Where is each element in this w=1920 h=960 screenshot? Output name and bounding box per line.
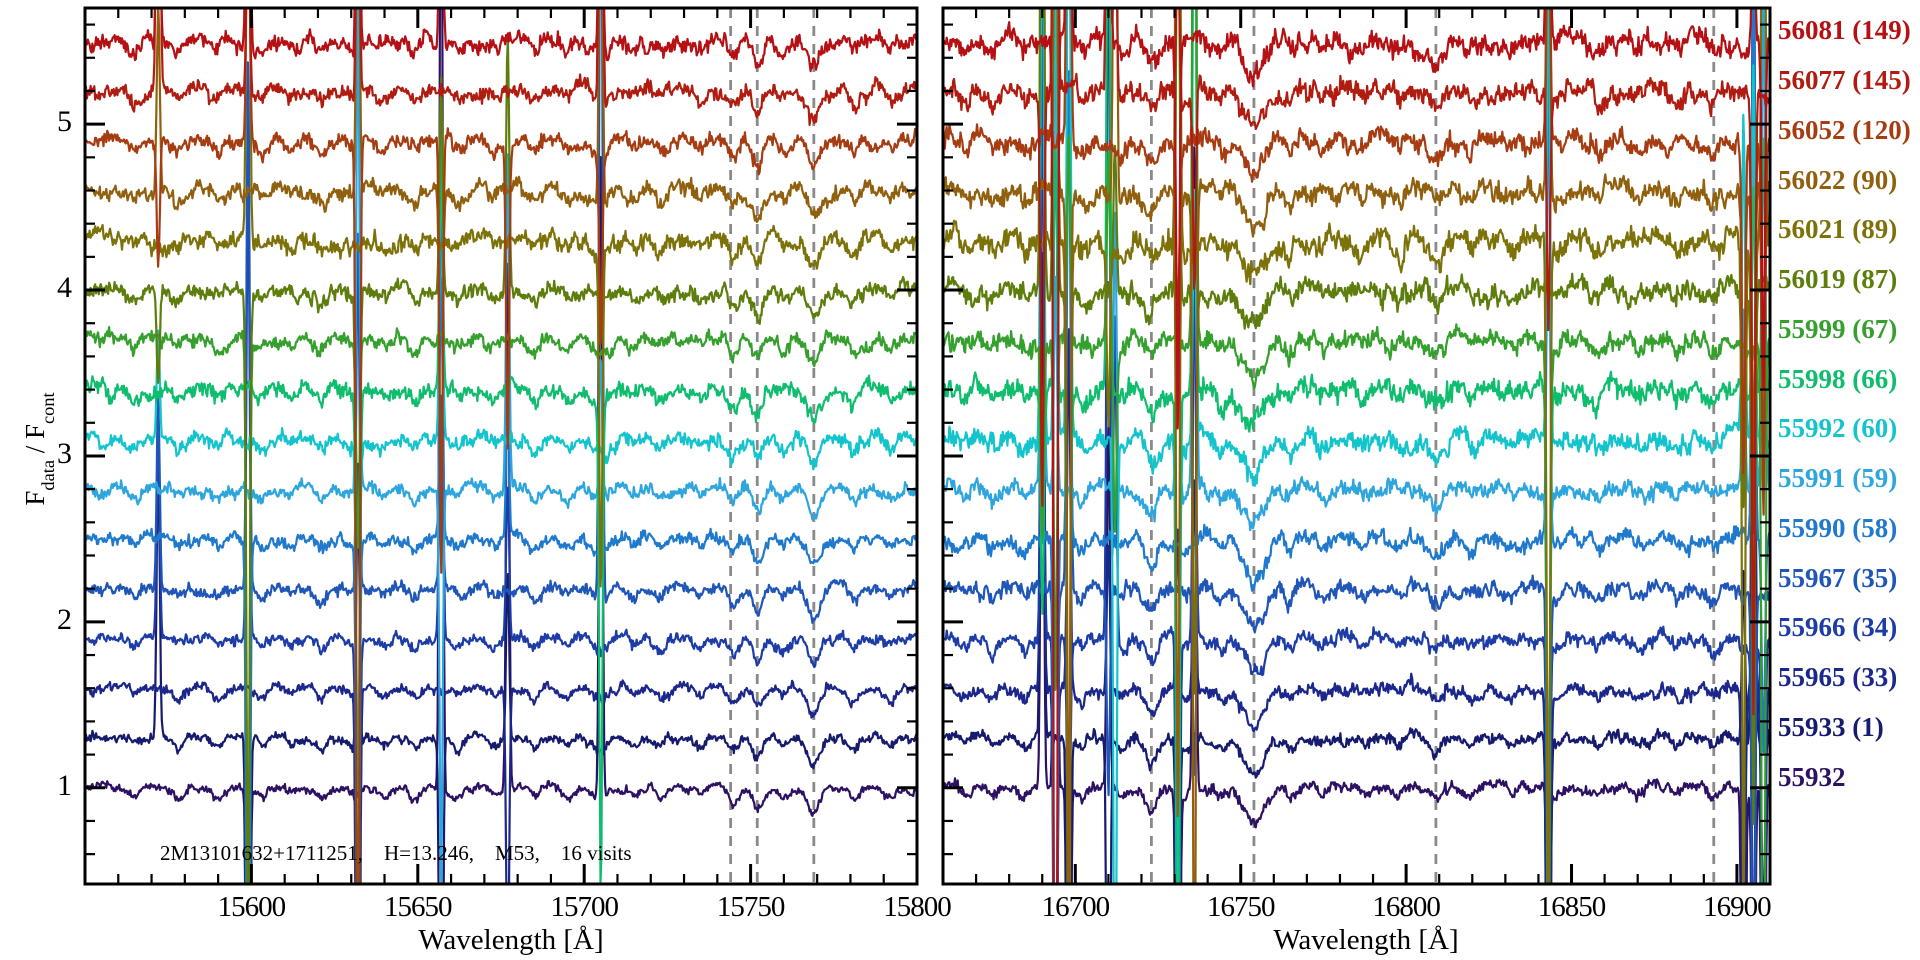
spectrum-55991 bbox=[86, 9, 916, 883]
x-tick-label: 15700 bbox=[550, 891, 619, 923]
spectrum-56081 bbox=[86, 9, 916, 73]
y-tick-label: 4 bbox=[57, 271, 72, 305]
spectrum-55990 bbox=[944, 9, 1769, 883]
spectrum-56052 bbox=[86, 9, 916, 883]
mjd-label: 55992 (60) bbox=[1778, 413, 1898, 444]
spectrum-56021 bbox=[944, 9, 1769, 883]
spectrum-56077 bbox=[86, 9, 916, 127]
mjd-label: 55967 (35) bbox=[1778, 562, 1898, 593]
mjd-label: 56021 (89) bbox=[1778, 214, 1898, 245]
spectrum-56022 bbox=[86, 9, 916, 532]
mjd-label: 55991 (59) bbox=[1778, 463, 1898, 494]
right-panel bbox=[944, 9, 1769, 883]
star-annotation: 2M13101632+1711251, H=13.246, M53, 16 vi… bbox=[160, 841, 632, 865]
spectrum-55991 bbox=[944, 9, 1769, 792]
spectrum-55932 bbox=[944, 9, 1769, 883]
spectrum-56022 bbox=[944, 9, 1769, 883]
spectrum-55998 bbox=[944, 9, 1769, 883]
mjd-label: 56077 (145) bbox=[1778, 64, 1911, 95]
x-tick-label: 16800 bbox=[1372, 891, 1441, 923]
y-tick-label: 1 bbox=[57, 768, 72, 802]
mjd-label: 55965 (33) bbox=[1778, 662, 1898, 693]
spectrum-56081 bbox=[944, 9, 1769, 883]
spectrum-55933 bbox=[86, 449, 916, 883]
x-tick-label: 16750 bbox=[1206, 891, 1276, 923]
y-tick-label: 2 bbox=[57, 602, 72, 636]
mjd-label: 55998 (66) bbox=[1778, 363, 1898, 394]
spectrum-55966 bbox=[86, 110, 916, 883]
spectrum-55999 bbox=[86, 326, 916, 883]
mjd-label: 55990 (58) bbox=[1778, 512, 1898, 543]
spectrum-55992 bbox=[86, 140, 916, 791]
spectrum-55966 bbox=[944, 9, 1769, 883]
y-tick-label: 5 bbox=[57, 105, 72, 139]
spectrum-55990 bbox=[86, 277, 916, 883]
left-panel bbox=[86, 9, 916, 883]
x-axis-label-right: Wavelength [Å] bbox=[1273, 924, 1459, 956]
mjd-label: 55999 (67) bbox=[1778, 313, 1898, 344]
spectrum-55965 bbox=[86, 679, 916, 883]
mjd-label: 56022 (90) bbox=[1778, 164, 1898, 195]
spectrum-55932 bbox=[86, 9, 916, 883]
mjd-label: 55933 (1) bbox=[1778, 712, 1884, 742]
mjd-label: 55966 (34) bbox=[1778, 612, 1898, 643]
spectrum-55992 bbox=[944, 9, 1769, 883]
spectrum-55965 bbox=[944, 55, 1769, 883]
spectrum-55999 bbox=[944, 9, 1769, 883]
spectrum-55967 bbox=[86, 9, 916, 625]
x-tick-label: 16850 bbox=[1537, 891, 1607, 923]
mjd-label: 56052 (120) bbox=[1778, 114, 1911, 145]
spectrum-56021 bbox=[86, 9, 916, 588]
x-tick-label: 15600 bbox=[217, 891, 287, 923]
y-axis-label-sub2: cont bbox=[37, 392, 58, 424]
spectrum-55998 bbox=[86, 136, 916, 883]
spectrum-56019 bbox=[86, 37, 916, 883]
spectrum-56052 bbox=[944, 9, 1769, 535]
x-tick-label: 15750 bbox=[716, 891, 786, 923]
x-tick-label: 15650 bbox=[384, 891, 453, 923]
x-tick-label: 16900 bbox=[1703, 891, 1772, 923]
mjd-label: 55932 bbox=[1778, 761, 1846, 792]
right-panel-frame bbox=[941, 6, 1772, 886]
spectrum-55933 bbox=[944, 9, 1769, 883]
spectrum-56019 bbox=[944, 9, 1769, 883]
y-tick-label: 3 bbox=[57, 436, 72, 470]
spectrum-56077 bbox=[944, 9, 1769, 716]
x-tick-label: 16700 bbox=[1041, 891, 1111, 923]
left-panel-frame bbox=[83, 6, 919, 886]
y-axis-label-f1: F bbox=[20, 490, 50, 506]
x-tick-label: 15800 bbox=[883, 891, 952, 923]
mjd-label: 56019 (87) bbox=[1778, 264, 1898, 295]
spectrum-55967 bbox=[944, 9, 1769, 883]
x-axis-label-left: Wavelength [Å] bbox=[418, 924, 604, 956]
mjd-label: 56081 (149) bbox=[1778, 15, 1911, 46]
